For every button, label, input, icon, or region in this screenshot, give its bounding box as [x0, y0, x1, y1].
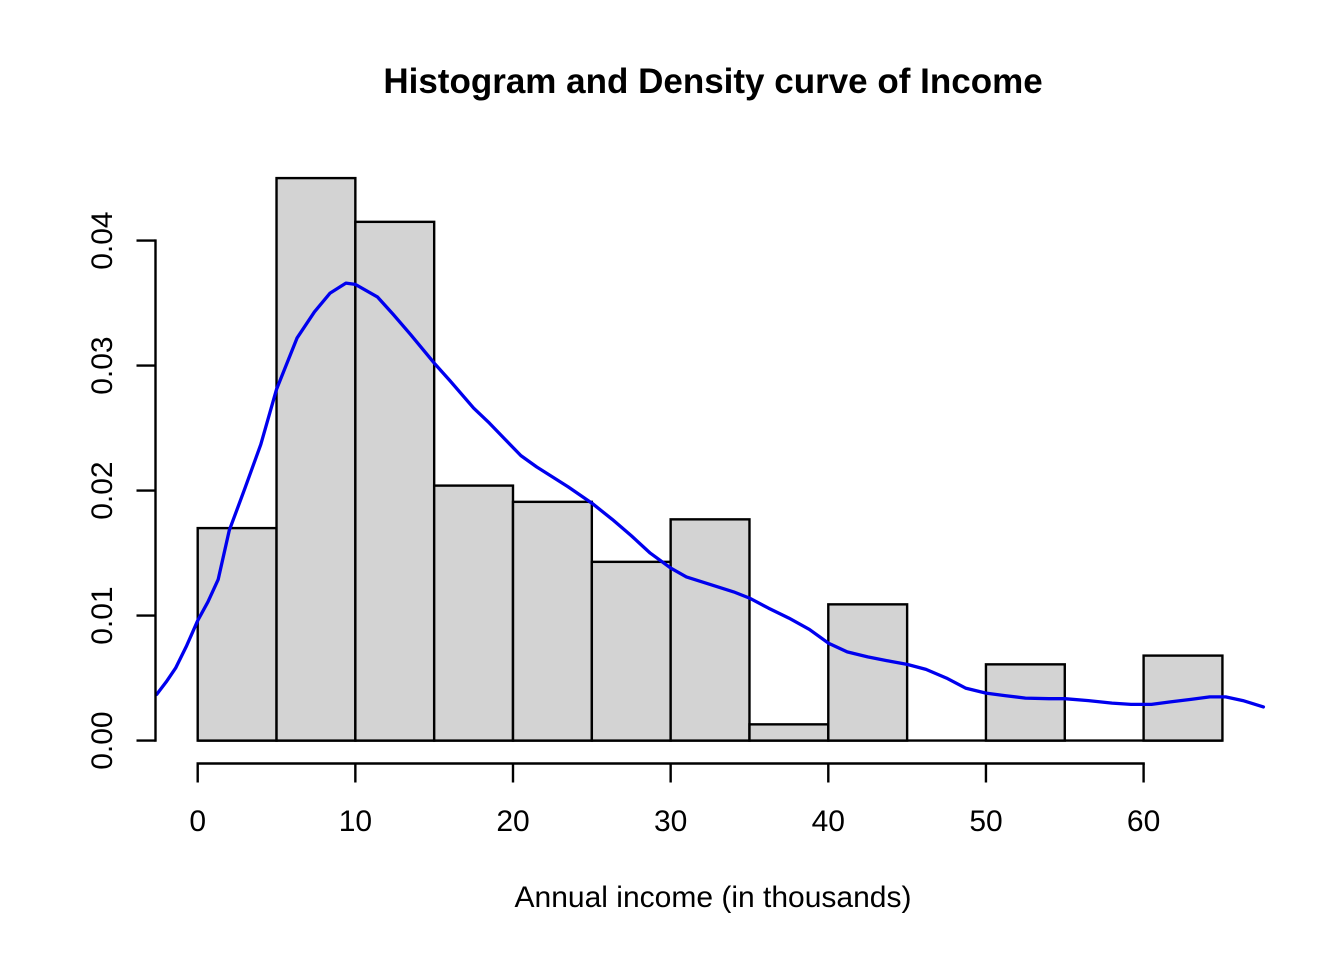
- histogram-bar: [511, 500, 594, 742]
- histogram-bar: [196, 526, 278, 742]
- x-tick-label: 50: [969, 805, 1002, 838]
- histogram-bar: [827, 603, 909, 742]
- y-axis: 0.00 0.01 0.02 0.03 0.04: [86, 211, 157, 770]
- histogram-bar: [748, 723, 830, 742]
- histogram-bar: [984, 663, 1066, 742]
- x-axis: 0 10 20 30 40 50 60: [189, 762, 1160, 838]
- y-tick-label: 0.04: [86, 211, 119, 269]
- chart-title: Histogram and Density curve of Income: [383, 62, 1042, 101]
- x-tick-label: 0: [189, 805, 206, 838]
- histogram-bar: [275, 176, 357, 742]
- x-tick-label: 10: [339, 805, 372, 838]
- x-tick-label: 20: [496, 805, 529, 838]
- y-tick-label: 0.02: [86, 461, 119, 519]
- histogram-bars: [196, 176, 1224, 742]
- x-tick-label: 40: [812, 805, 845, 838]
- y-tick-label: 0.00: [86, 711, 119, 769]
- x-axis-title: Annual income (in thousands): [515, 881, 912, 914]
- y-tick-label: 0.03: [86, 336, 119, 394]
- histogram-bar: [669, 518, 751, 742]
- histogram-bar: [432, 484, 515, 742]
- density-curve: [155, 281, 1266, 709]
- histogram-bar: [354, 220, 436, 742]
- density-line: [155, 281, 1266, 709]
- y-tick-label: 0.01: [86, 586, 119, 644]
- x-tick-label: 30: [654, 805, 687, 838]
- x-tick-label: 60: [1127, 805, 1160, 838]
- histogram-bar: [590, 560, 672, 742]
